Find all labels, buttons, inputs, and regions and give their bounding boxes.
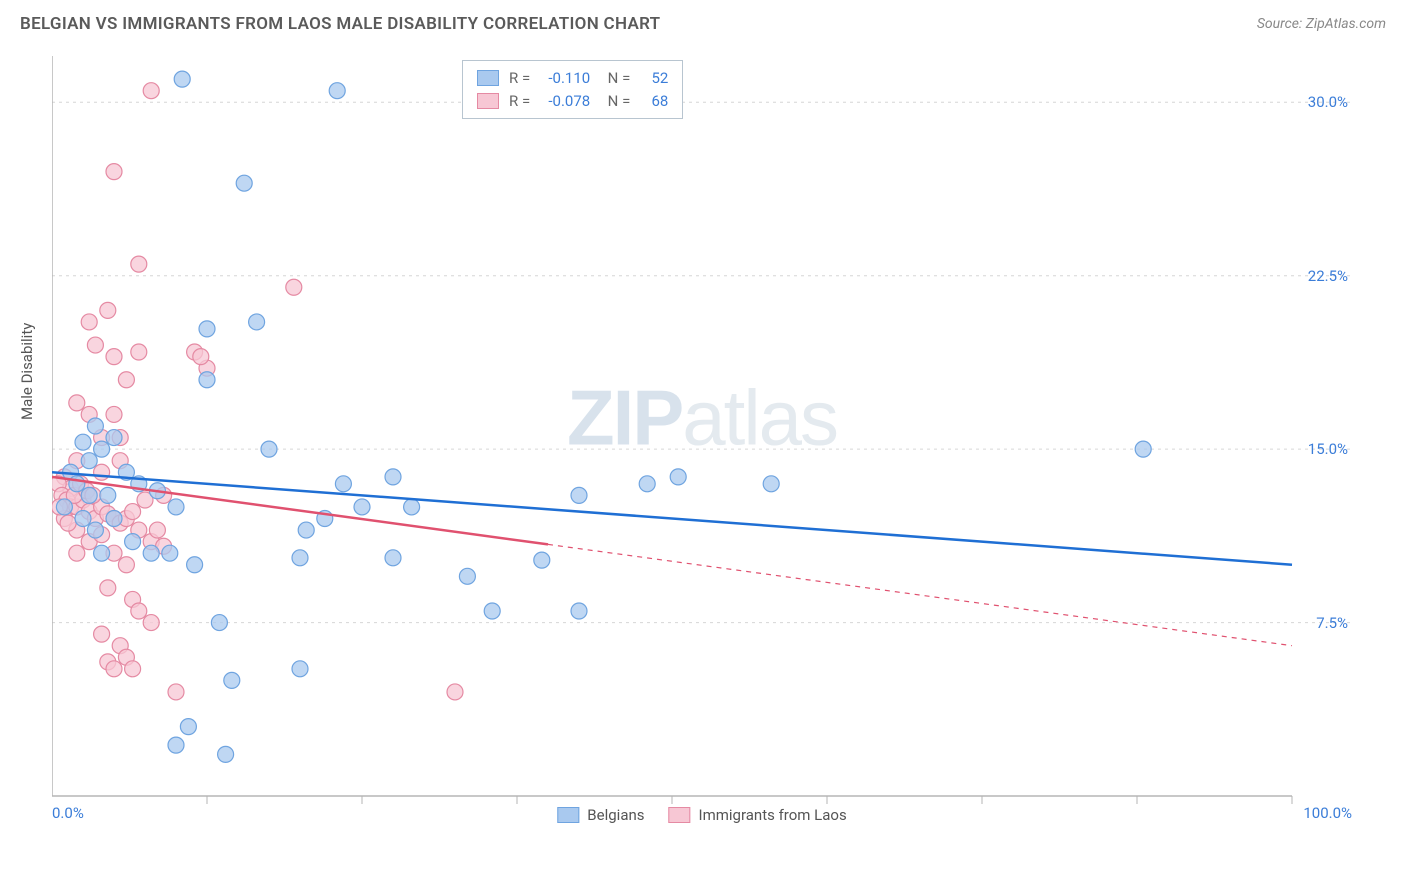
y-tick-label: 30.0% — [1308, 93, 1348, 111]
y-tick-label: 7.5% — [1316, 614, 1348, 632]
y-tick-label: 22.5% — [1308, 267, 1348, 285]
series-legend: Belgians Immigrants from Laos — [557, 806, 846, 824]
chart-title: BELGIAN VS IMMIGRANTS FROM LAOS MALE DIS… — [20, 14, 660, 34]
n-label: N = — [600, 90, 630, 113]
r-label: R = — [509, 90, 530, 113]
legend-swatch — [557, 807, 579, 823]
stat-row: R = -0.078 N = 68 — [477, 90, 668, 113]
series-swatch — [477, 70, 499, 86]
legend-label: Immigrants from Laos — [699, 806, 847, 824]
n-value: 68 — [640, 90, 668, 113]
chart-area: ZIPatlas R =-0.110 N =52R =-0.078 N =68 … — [52, 56, 1352, 826]
legend-item: Belgians — [557, 806, 644, 824]
legend-label: Belgians — [587, 806, 644, 824]
x-axis-min-label: 0.0% — [52, 804, 84, 822]
chart-source: Source: ZipAtlas.com — [1257, 16, 1386, 32]
x-axis-max-label: 100.0% — [1303, 804, 1352, 822]
series-swatch — [477, 93, 499, 109]
chart-header: BELGIAN VS IMMIGRANTS FROM LAOS MALE DIS… — [0, 0, 1406, 44]
y-axis-label: Male Disability — [18, 323, 36, 420]
r-label: R = — [509, 67, 530, 90]
scatter-plot — [52, 56, 1352, 826]
legend-swatch — [669, 807, 691, 823]
r-value: -0.110 — [540, 67, 590, 90]
y-tick-label: 15.0% — [1308, 440, 1348, 458]
correlation-stats-box: R = -0.110 N = 52 R = -0.078 N = 68 — [462, 60, 683, 119]
stat-row: R = -0.110 N = 52 — [477, 67, 668, 90]
n-value: 52 — [640, 67, 668, 90]
n-label: N = — [600, 67, 630, 90]
legend-item: Immigrants from Laos — [669, 806, 847, 824]
r-value: -0.078 — [540, 90, 590, 113]
